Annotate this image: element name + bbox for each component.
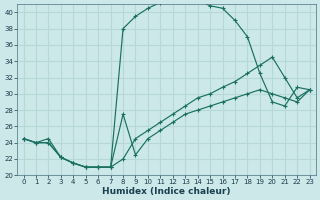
X-axis label: Humidex (Indice chaleur): Humidex (Indice chaleur) — [102, 187, 231, 196]
